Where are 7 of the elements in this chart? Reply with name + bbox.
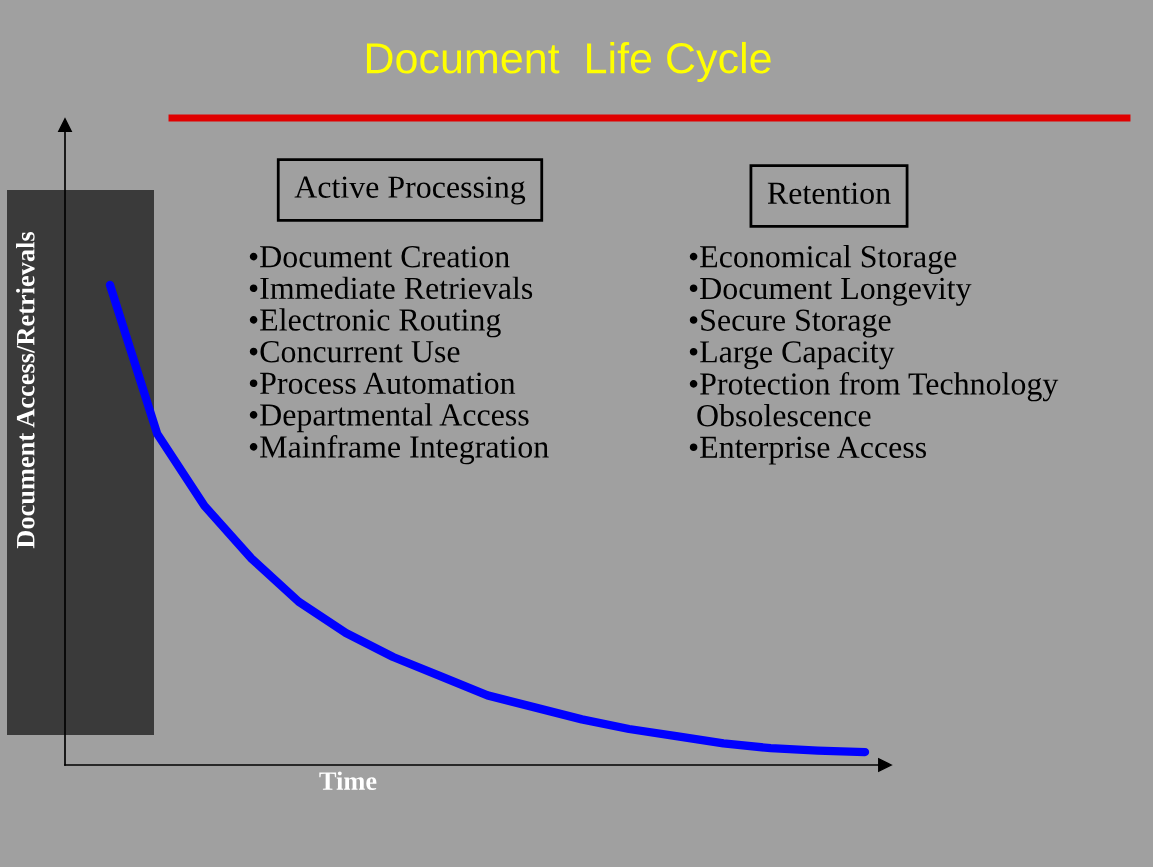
x-axis-title: Time: [319, 771, 377, 790]
chart-title: Document Life Cycle: [366, 41, 771, 83]
text: Retention: [767, 182, 891, 204]
y-axis-title: Document Access/Retrievals: [16, 231, 35, 549]
annotation: •Document Creation •Immediate Retrievals •Electronic Routing •Concurrent Use •Process Automation •Departmental Access •Mainframe Integration: [249, 246, 549, 465]
annotation: •Economical Storage •Document Longevity •Secure Storage •Large Capacity •Protection from Technology Obsolescence •Enterprise Access: [689, 245, 1059, 465]
text: Active Processing: [294, 176, 526, 205]
